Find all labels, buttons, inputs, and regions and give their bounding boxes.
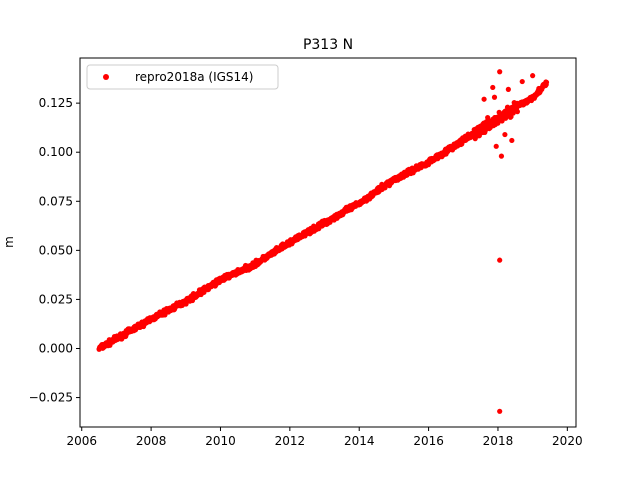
y-tick-label: 0.025	[39, 292, 73, 306]
outlier-point	[530, 73, 536, 79]
data-point	[495, 120, 501, 126]
x-tick-label: 2014	[344, 434, 375, 448]
y-tick-label: 0.100	[39, 145, 73, 159]
points-layer	[96, 69, 550, 414]
y-tick-label: 0.075	[39, 194, 73, 208]
y-tick-label: 0.050	[39, 243, 73, 257]
y-tick-label: 0.000	[39, 341, 73, 355]
outlier-point	[490, 84, 496, 91]
outlier-point	[505, 86, 511, 92]
outlier-point	[497, 257, 503, 263]
x-tick-label: 2020	[552, 434, 583, 448]
outlier-point	[509, 137, 515, 144]
legend-marker	[103, 74, 109, 80]
x-tick-label: 2018	[483, 434, 514, 448]
x-tick-label: 2012	[275, 434, 306, 448]
ticks-layer: 2006 2008 2010 2012 2014 2016 2018 2020 −0.025 0.…	[29, 96, 583, 448]
outlier-point	[519, 78, 525, 85]
legend: repro2018a (IGS14)	[86, 64, 279, 90]
x-tick-label: 2010	[205, 434, 236, 448]
outlier-point	[491, 94, 498, 100]
outlier-point	[493, 143, 499, 149]
chart-title: P313 N	[303, 37, 353, 53]
legend-label: repro2018a (IGS14)	[135, 70, 253, 84]
y-axis-label: m	[2, 236, 16, 248]
plot-frame	[79, 57, 577, 428]
x-tick-label: 2016	[413, 434, 444, 448]
x-tick-label: 2006	[66, 434, 97, 448]
y-tick-label: 0.125	[39, 96, 73, 110]
outlier-point	[502, 131, 508, 138]
y-tick-label: −0.025	[29, 391, 73, 405]
data-point	[543, 79, 550, 85]
outlier-point	[497, 69, 503, 75]
x-tick-label: 2008	[136, 434, 167, 448]
data-point	[476, 133, 482, 139]
outlier-point	[497, 408, 503, 414]
outlier-point	[498, 153, 505, 159]
legend-box	[86, 64, 279, 90]
outlier-point	[481, 96, 487, 102]
data-point	[514, 109, 521, 115]
